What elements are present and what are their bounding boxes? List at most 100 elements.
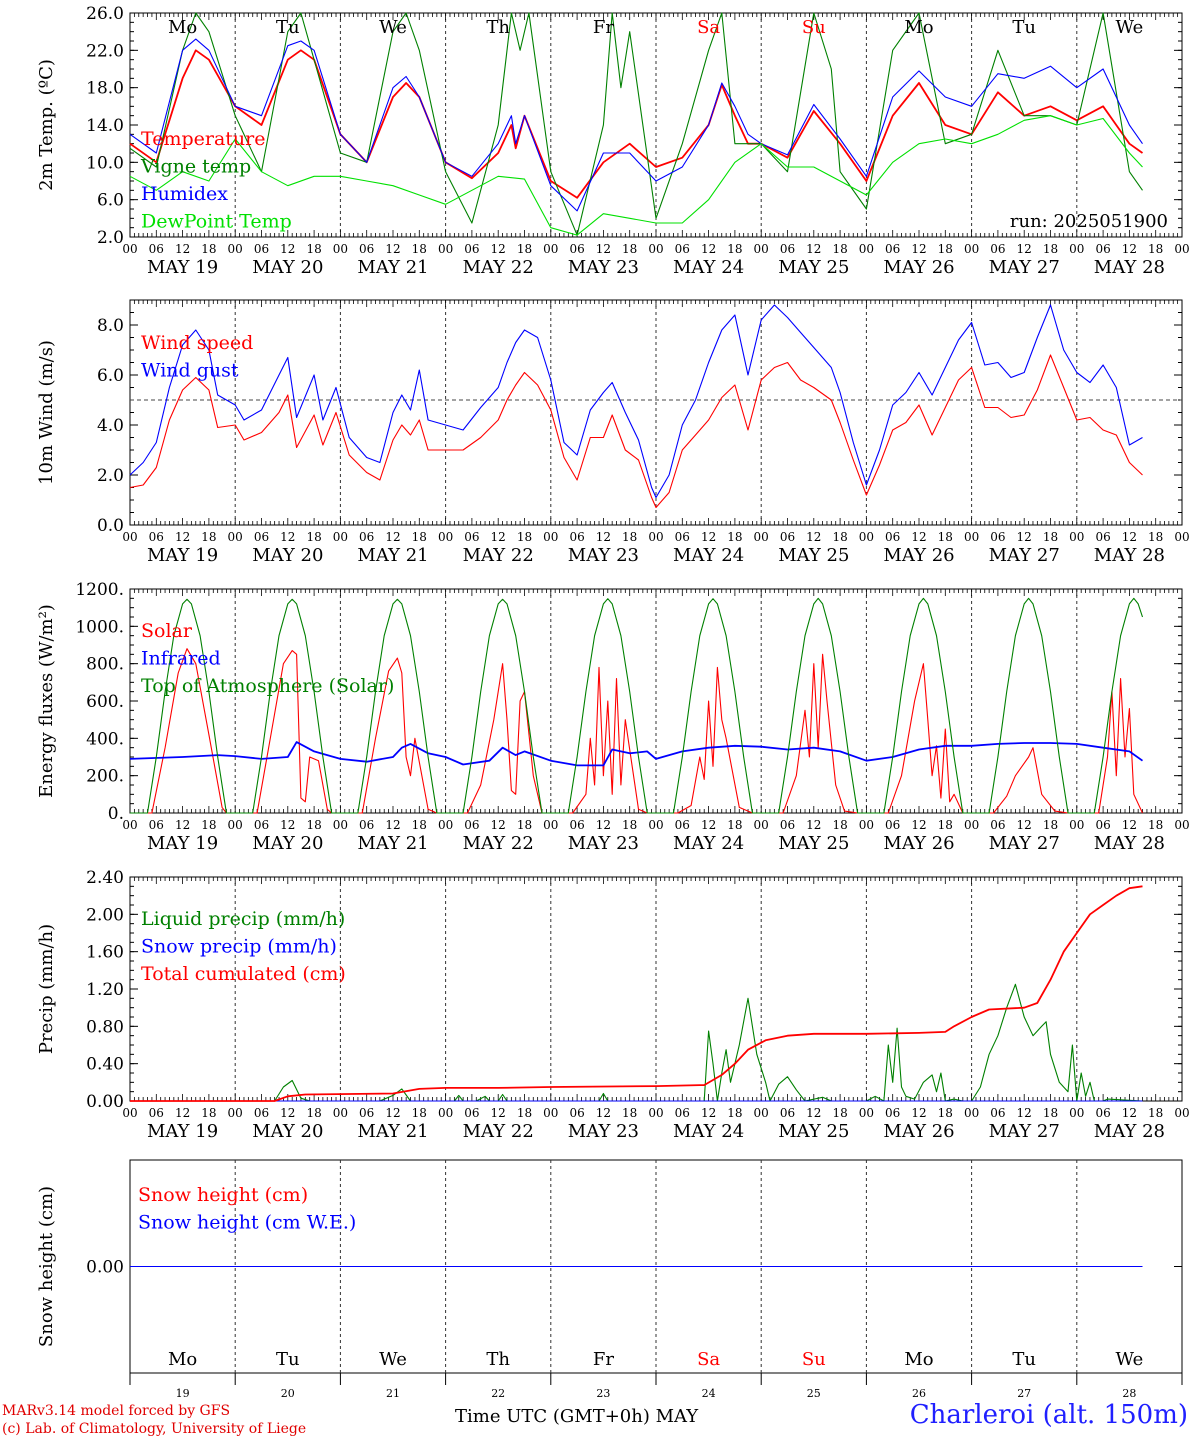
hour-tick-label: 00 [543,242,558,256]
series-line-top-of-atmosphere-solar [130,597,1144,814]
hour-tick-label: 00 [438,818,453,832]
series-line-solar [130,648,1143,814]
day-name-label: Fr [593,17,614,38]
hour-tick-label: 06 [780,818,795,832]
hour-tick-label: 00 [754,530,769,544]
series-line-infrared [129,741,1144,767]
hour-tick-label: 18 [727,1106,742,1120]
hour-tick-label: 12 [1122,818,1137,832]
hour-tick-label: 00 [1069,818,1084,832]
hour-tick-label: 06 [149,242,164,256]
y-tick-label: 400. [86,729,124,749]
series-line-total-cumulated-cm [130,885,1143,1102]
hour-tick-label: 00 [333,530,348,544]
y-tick-label: 0.40 [86,1055,124,1075]
day-name-label: We [379,17,407,38]
plot-frame [129,588,1183,814]
hour-tick-label: 12 [385,818,400,832]
hour-tick-label: 12 [701,242,716,256]
date-label: MAY 28 [1094,833,1165,854]
hour-tick-label: 12 [1017,530,1032,544]
hour-tick-label: 00 [438,530,453,544]
date-label: MAY 19 [147,1121,218,1142]
date-label: MAY 20 [252,833,323,854]
hour-tick-label: 12 [806,818,821,832]
hour-tick-label: 00 [648,242,663,256]
series-line-vigne-temp [129,12,1143,236]
y-tick-label: 2.0 [97,466,124,486]
hour-tick-label: 18 [1148,818,1163,832]
hour-tick-label: 12 [1122,242,1137,256]
y-tick-label: 14.0 [86,116,124,136]
hour-tick-label: 06 [1095,818,1110,832]
day-number-label: 21 [386,1387,400,1400]
hour-tick-label: 00 [228,242,243,256]
hour-tick-label: 00 [333,1106,348,1120]
time-axis-title: Time UTC (GMT+0h) MAY [455,1406,699,1427]
y-tick-label: 200. [86,767,124,787]
hour-tick-label: 12 [701,1106,716,1120]
hour-tick-label: 18 [832,1106,847,1120]
hour-tick-label: 12 [596,530,611,544]
hour-tick-label: 12 [701,530,716,544]
y-tick-label: 4.0 [97,416,124,436]
hour-tick-label: 12 [911,530,926,544]
hour-tick-label: 06 [990,242,1005,256]
hour-tick-label: 12 [701,818,716,832]
hour-tick-label: 12 [280,242,295,256]
day-number-label: 26 [912,1387,926,1400]
hour-tick-label: 12 [491,818,506,832]
day-name-label: Mo [904,1349,933,1370]
hour-tick-label: 00 [438,242,453,256]
hour-tick-label: 00 [964,818,979,832]
date-label: MAY 20 [252,257,323,278]
hour-tick-label: 12 [175,818,190,832]
hour-tick-label: 18 [832,530,847,544]
hour-tick-label: 06 [149,818,164,832]
hour-tick-label: 12 [1017,242,1032,256]
panel-5 [129,1159,1183,1385]
hour-tick-label: 12 [1017,1106,1032,1120]
hour-tick-label: 06 [464,242,479,256]
hour-tick-label: 12 [911,1106,926,1120]
hour-tick-label: 18 [1043,242,1058,256]
day-name-label: Th [486,17,510,38]
series-line-wind-gust [129,304,1143,499]
hour-tick-label: 06 [359,242,374,256]
series-line-temperature [129,49,1144,199]
date-label: MAY 24 [673,1121,744,1142]
hour-tick-label: 06 [569,1106,584,1120]
hour-tick-label: 00 [964,1106,979,1120]
date-label: MAY 23 [568,1121,639,1142]
hour-tick-label: 00 [859,242,874,256]
hour-tick-label: 00 [859,818,874,832]
hour-tick-label: 06 [675,818,690,832]
hour-tick-label: 06 [1095,1106,1110,1120]
hour-tick-label: 12 [175,242,190,256]
legend-entry: Temperature [141,128,265,150]
date-label: MAY 22 [463,545,534,566]
hour-tick-label: 06 [990,1106,1005,1120]
y-tick-label: 2.40 [86,868,124,888]
hour-tick-label: 18 [201,242,216,256]
date-label: MAY 19 [147,257,218,278]
hour-tick-label: 12 [911,818,926,832]
hour-tick-label: 06 [780,530,795,544]
hour-tick-label: 00 [648,1106,663,1120]
date-label: MAY 22 [463,1121,534,1142]
date-label: MAY 22 [463,833,534,854]
hour-tick-label: 12 [1122,1106,1137,1120]
y-axis-label: Precip (mm/h) [36,924,57,1054]
legend-entry: Snow height (cm W.E.) [138,1212,356,1234]
hour-tick-label: 06 [675,530,690,544]
date-label: MAY 21 [357,1121,428,1142]
date-label: MAY 23 [568,257,639,278]
hour-tick-label: 00 [228,818,243,832]
y-tick-label: 10.0 [86,153,124,173]
hour-tick-label: 06 [254,1106,269,1120]
hour-tick-label: 06 [149,1106,164,1120]
hour-tick-label: 12 [806,242,821,256]
hour-tick-label: 12 [911,242,926,256]
y-tick-label: 0.00 [86,1258,124,1278]
